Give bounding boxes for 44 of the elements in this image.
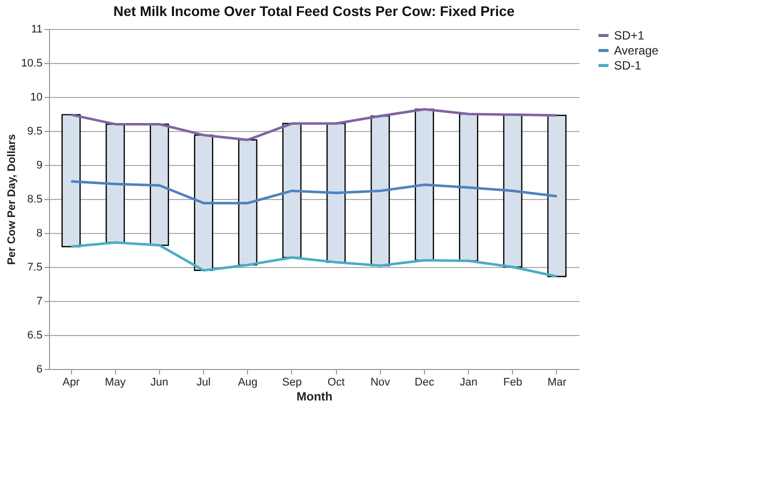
x-tick-label: Sep (282, 376, 302, 388)
y-axis-title: Per Cow Per Day, Dollars (6, 134, 18, 265)
legend-label: Average (614, 44, 659, 58)
y-tick-label: 8 (36, 228, 42, 240)
x-tick-label: Mar (547, 376, 567, 388)
x-tick-label: Oct (328, 376, 345, 388)
bar (458, 113, 478, 262)
bar (194, 134, 214, 271)
bar (326, 122, 346, 263)
chart-title: Net Milk Income Over Total Feed Costs Per Cow: Fixed Price (113, 3, 515, 19)
y-tick-label: 6 (36, 364, 42, 376)
x-tick-label: May (104, 376, 126, 388)
x-tick-label: Jan (460, 376, 478, 388)
legend-label: SD+1 (614, 28, 645, 42)
bar (106, 124, 125, 244)
bar (547, 114, 567, 278)
x-tick-label: Nov (370, 376, 391, 388)
x-tick-label: Aug (238, 376, 258, 388)
y-tick-label: 9.5 (27, 126, 42, 138)
y-tick-label: 7.5 (27, 262, 42, 274)
line-series (70, 108, 558, 142)
line-series (70, 241, 558, 278)
y-tick-label: 6.5 (27, 330, 42, 342)
x-tick-label: Apr (62, 376, 80, 388)
y-tick-label: 9 (36, 160, 42, 172)
x-tick-label: Jun (150, 376, 168, 388)
bar (503, 114, 522, 268)
y-tick-label: 8.5 (27, 194, 42, 206)
bar (150, 124, 170, 246)
bar (282, 122, 302, 258)
y-tick-label: 7 (36, 296, 42, 308)
bar (414, 108, 434, 261)
y-tick-label: 10 (30, 92, 42, 104)
x-tick-label: Dec (414, 376, 435, 388)
x-axis-title: Month (296, 390, 332, 404)
y-tick-label: 10.5 (21, 58, 42, 70)
legend-label: SD-1 (614, 58, 642, 72)
bar (238, 139, 258, 266)
bar (370, 115, 390, 266)
x-tick-label: Feb (503, 376, 522, 388)
y-tick-label: 11 (31, 24, 42, 36)
line-series (70, 180, 558, 204)
x-tick-label: Jul (196, 376, 211, 388)
bar (61, 114, 81, 248)
